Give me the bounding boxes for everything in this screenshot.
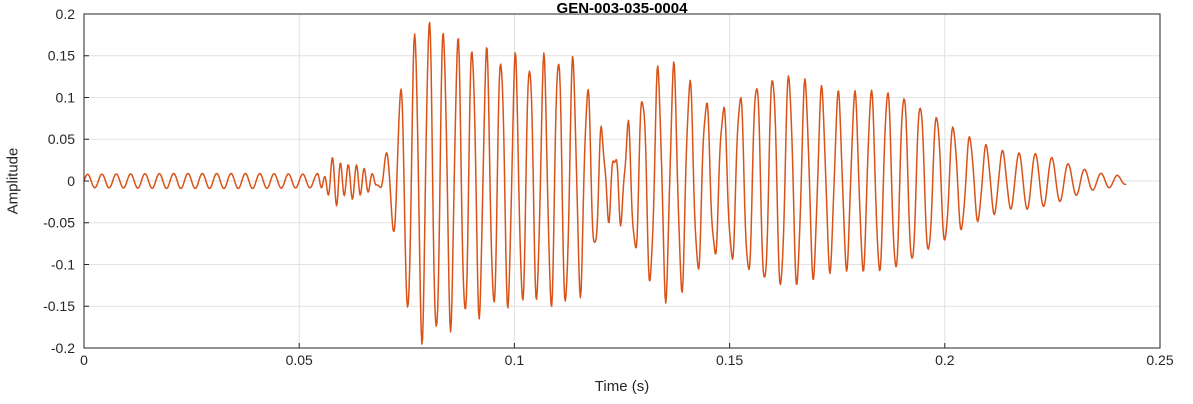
y-tick-label: 0.05 bbox=[48, 131, 75, 147]
x-tick-label: 0.1 bbox=[505, 352, 525, 368]
y-tick-label: 0.2 bbox=[56, 6, 76, 22]
waveform-path bbox=[83, 21, 1127, 345]
y-tick-label: -0.15 bbox=[43, 298, 75, 314]
x-tick-label: 0.2 bbox=[935, 352, 955, 368]
x-tick-label: 0.05 bbox=[286, 352, 313, 368]
x-tick-label: 0.15 bbox=[716, 352, 743, 368]
y-tick-label: 0 bbox=[67, 173, 75, 189]
y-tick-label: 0.1 bbox=[56, 89, 76, 105]
y-tick-label: 0.15 bbox=[48, 48, 75, 64]
y-tick-label: -0.1 bbox=[51, 256, 75, 272]
x-axis-label: Time (s) bbox=[594, 378, 650, 395]
y-tick-label: -0.05 bbox=[43, 215, 75, 231]
x-tick-label: 0.25 bbox=[1146, 352, 1173, 368]
y-tick-label: -0.2 bbox=[51, 340, 75, 356]
x-tick-label: 0 bbox=[80, 352, 88, 368]
chart-title: GEN-003-035-0004 bbox=[556, 0, 688, 17]
